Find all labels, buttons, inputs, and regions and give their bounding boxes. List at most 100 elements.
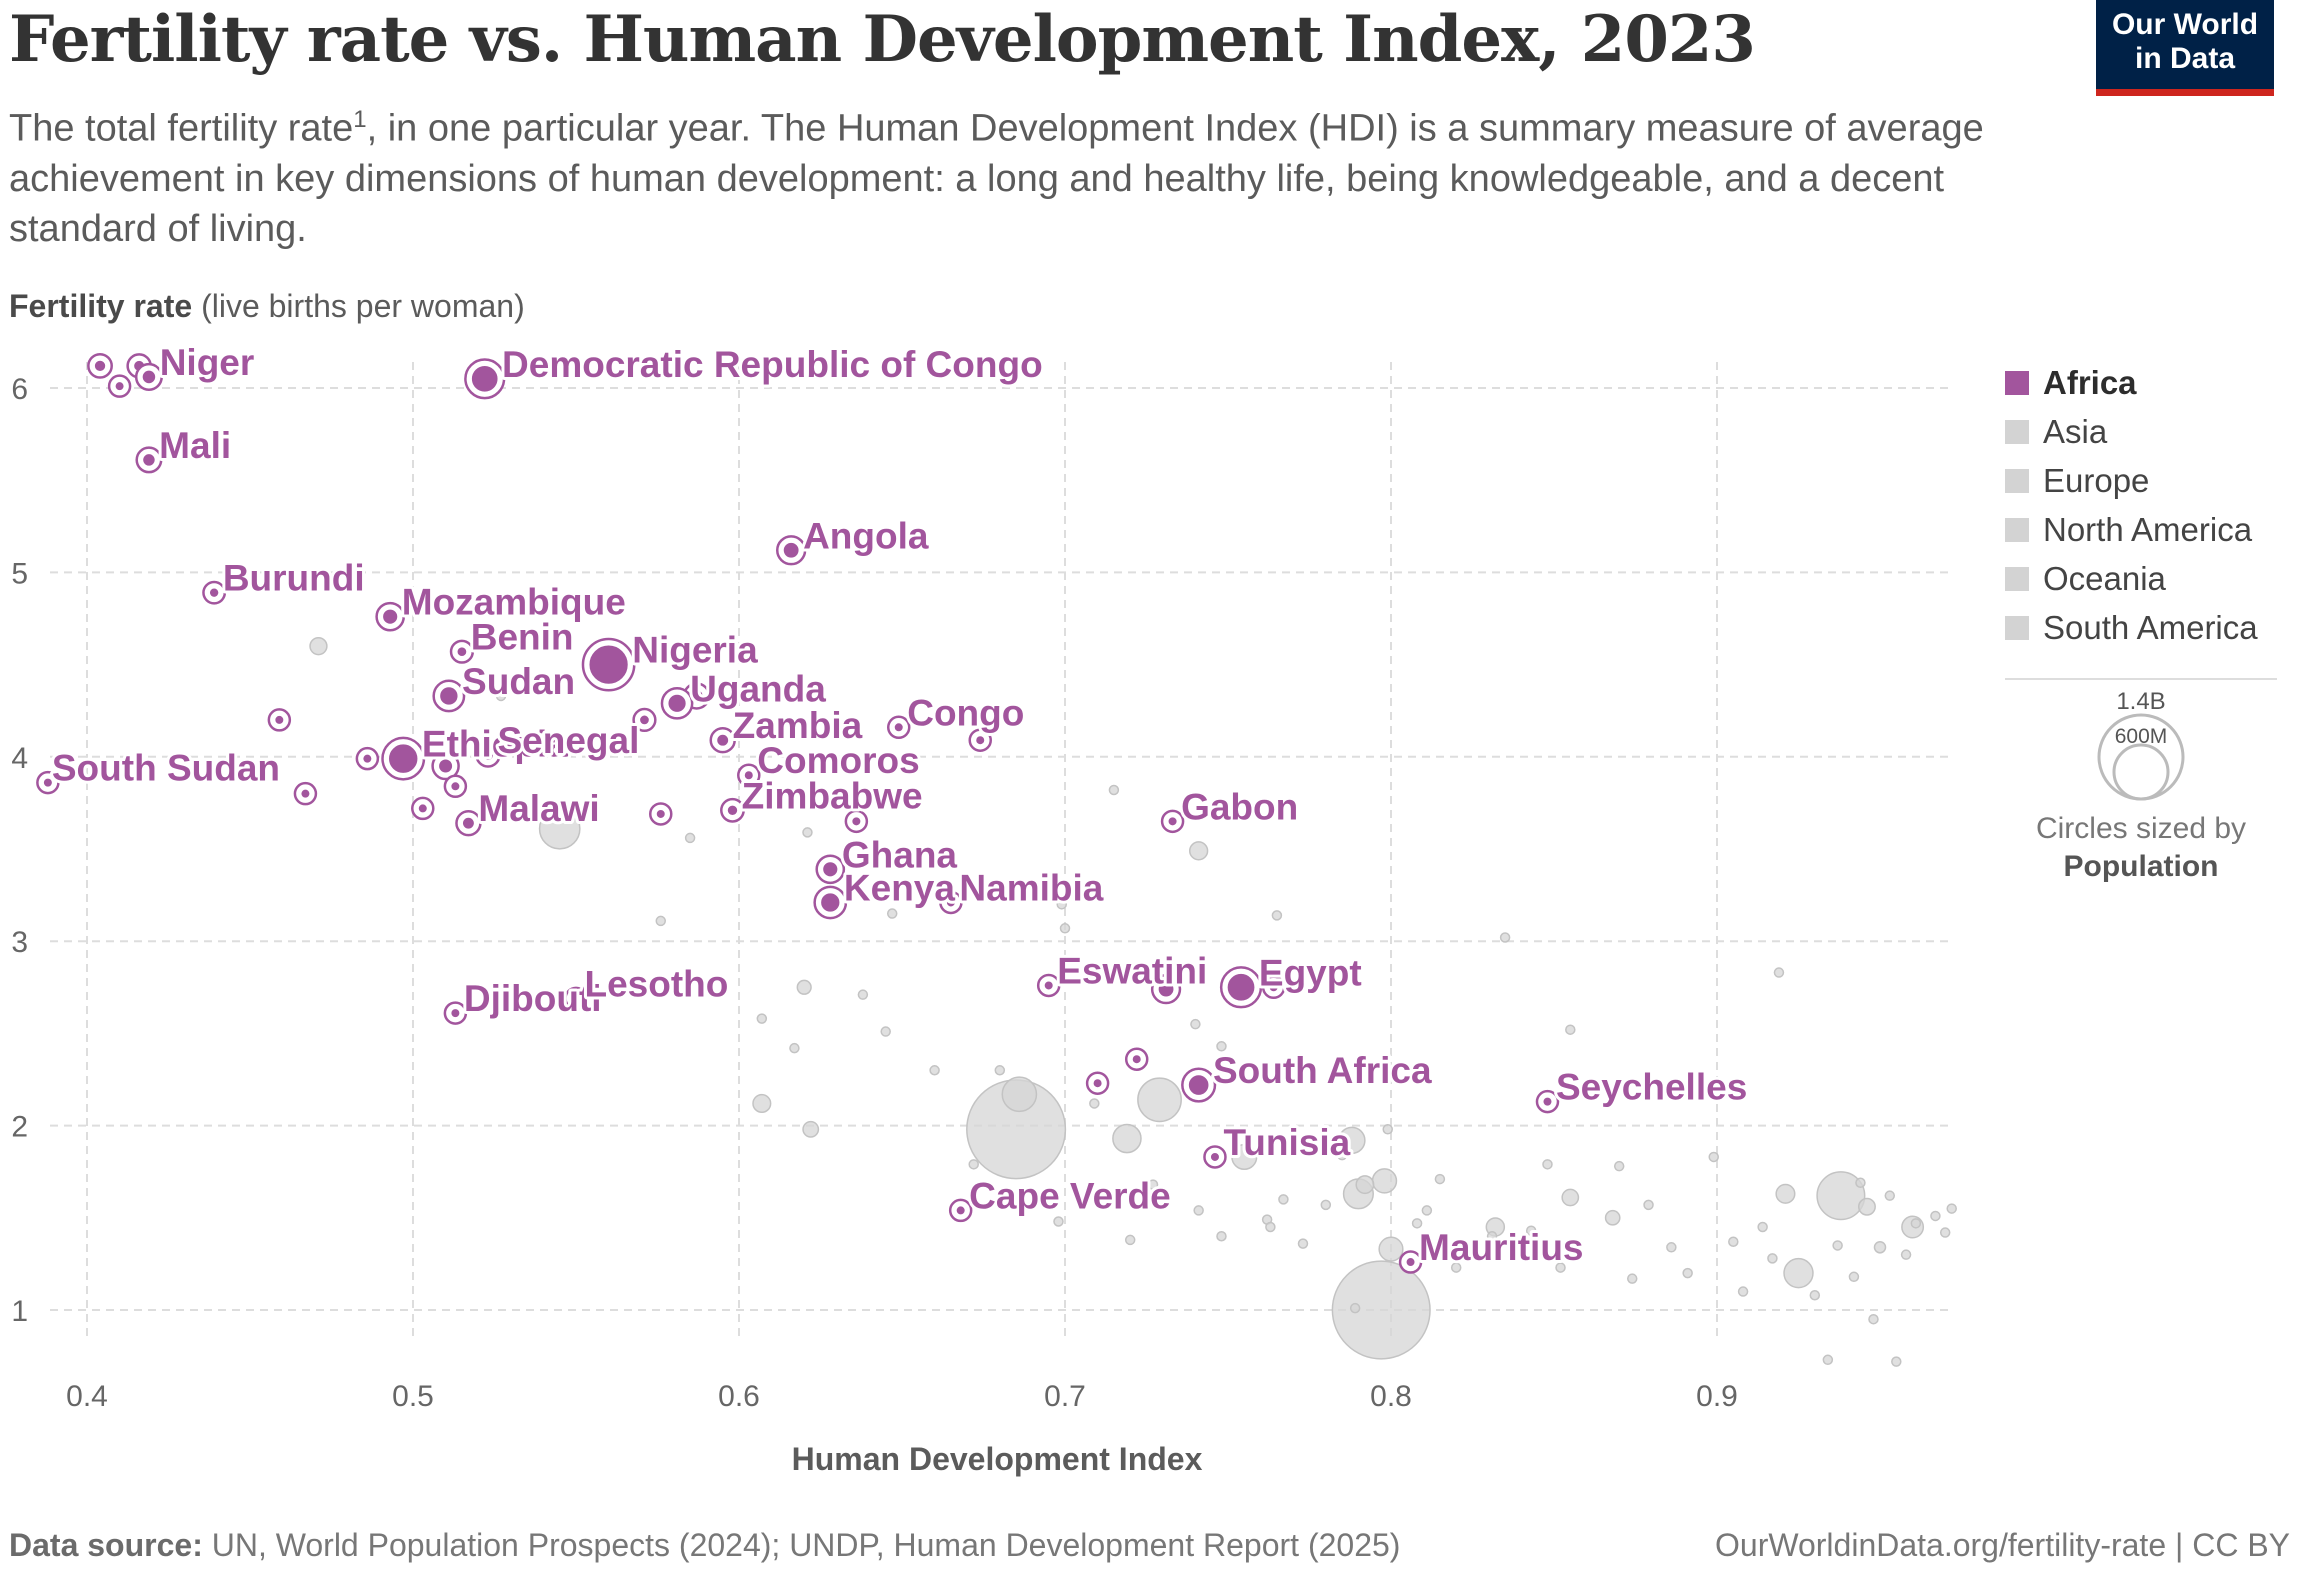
africa-point-ghana bbox=[822, 861, 839, 878]
legend-label: Europe bbox=[2043, 461, 2150, 499]
africa-point-ethiopia bbox=[388, 743, 419, 774]
logo-line-1: Our World bbox=[2111, 8, 2259, 41]
other-region-point bbox=[1147, 1179, 1159, 1190]
legend-item-asia[interactable]: Asia bbox=[2005, 407, 2295, 456]
other-region-point bbox=[1930, 1210, 1941, 1222]
other-region-point bbox=[538, 807, 581, 850]
other-region-point bbox=[1910, 1218, 1922, 1229]
legend-item-north-america[interactable]: North America bbox=[2005, 505, 2295, 554]
x-tick-label: 0.9 bbox=[1696, 1380, 1738, 1413]
chart-subtitle: The total fertility rate1, in one partic… bbox=[9, 95, 2019, 254]
y-axis-label-unit: (live births per woman) bbox=[192, 288, 525, 324]
other-region-point bbox=[1708, 1151, 1719, 1163]
source-text[interactable]: UN, World Population Prospects (2024); U… bbox=[202, 1527, 1401, 1563]
other-region-point bbox=[994, 1065, 1006, 1076]
country-label: Kenya bbox=[844, 867, 955, 908]
chart-credit-link[interactable]: OurWorldinData.org/fertility-rate | CC B… bbox=[1715, 1527, 2290, 1563]
africa-point-nigeria bbox=[588, 644, 629, 685]
africa-point-lesotho bbox=[571, 993, 581, 1004]
other-region-point bbox=[1255, 1068, 1266, 1080]
subtitle-text-rest: , in one particular year. The Human Deve… bbox=[9, 107, 1984, 250]
legend-label: Oceania bbox=[2043, 559, 2166, 597]
other-region-point bbox=[1320, 1199, 1332, 1211]
africa-points bbox=[36, 352, 1560, 1274]
africa-point bbox=[417, 803, 428, 814]
country-label: Comoros bbox=[757, 740, 919, 781]
country-label: Angola bbox=[803, 515, 929, 556]
other-region-point bbox=[1001, 1076, 1038, 1113]
other-region-point bbox=[1939, 1227, 1951, 1238]
other-region-point bbox=[1868, 1313, 1879, 1325]
other-region-point bbox=[1371, 1168, 1398, 1194]
other-region-point bbox=[1946, 1203, 1957, 1214]
legend-divider bbox=[2005, 678, 2277, 680]
africa-point-benin bbox=[456, 646, 468, 658]
africa-point-seychelles bbox=[1542, 1096, 1553, 1107]
legend-item-south-america[interactable]: South America bbox=[2005, 603, 2295, 652]
africa-point-senegal bbox=[481, 748, 494, 761]
country-label: Djibouti bbox=[464, 978, 602, 1019]
size-caption-text: Circles sized by bbox=[2035, 812, 2247, 845]
other-region-point bbox=[886, 908, 898, 919]
africa-point-namibia bbox=[945, 897, 956, 908]
country-label: Burundi bbox=[223, 558, 365, 599]
africa-point-niger bbox=[141, 369, 157, 385]
other-region-point bbox=[1137, 1077, 1182, 1123]
legend-swatch bbox=[2005, 566, 2029, 591]
other-region-point bbox=[1336, 1149, 1348, 1161]
other-region-point bbox=[1767, 1253, 1778, 1264]
other-region-point bbox=[789, 1042, 800, 1054]
africa-point-south-africa bbox=[1187, 1074, 1210, 1096]
other-region-point bbox=[1349, 1302, 1361, 1314]
size-caption-variable[interactable]: Population bbox=[2063, 850, 2219, 883]
africa-point-south-sudan bbox=[42, 777, 53, 788]
africa-point bbox=[438, 758, 454, 774]
x-tick-label: 0.4 bbox=[66, 1380, 108, 1413]
other-region-point bbox=[1525, 1225, 1537, 1236]
other-region-point bbox=[1271, 910, 1283, 921]
scatter-chart: 1 2 3 4 5 6 0.4 0.5 0.6 0.7 0.8 0.9 Niger Mali Democr… bbox=[11, 341, 1957, 1477]
other-region-point bbox=[1216, 1230, 1227, 1242]
other-region-point bbox=[1231, 1143, 1258, 1171]
other-region-point bbox=[1450, 1262, 1462, 1273]
legend-item-europe[interactable]: Europe bbox=[2005, 456, 2295, 505]
x-tick-label: 0.8 bbox=[1370, 1380, 1412, 1413]
other-region-point bbox=[796, 979, 812, 995]
country-label: Nigeria bbox=[632, 630, 758, 671]
africa-point-djibouti bbox=[450, 1008, 461, 1019]
africa-point-burundi bbox=[208, 587, 220, 598]
y-tick-label: 1 bbox=[11, 1295, 28, 1328]
other-region-point bbox=[1757, 1221, 1768, 1233]
other-region-point bbox=[1900, 1249, 1912, 1260]
other-region-point bbox=[1297, 1238, 1309, 1249]
legend-swatch bbox=[2005, 370, 2029, 395]
other-region-point bbox=[1728, 1236, 1739, 1248]
other-region-point bbox=[655, 915, 667, 927]
other-region-point bbox=[1124, 1234, 1136, 1246]
legend-item-africa[interactable]: Africa bbox=[2005, 358, 2295, 407]
other-region-point bbox=[1565, 1024, 1576, 1035]
other-region-point bbox=[880, 1026, 891, 1037]
other-region-point bbox=[1613, 1160, 1625, 1172]
country-label: Congo bbox=[907, 692, 1024, 733]
country-label: Benin bbox=[471, 617, 574, 658]
country-label: Lesotho bbox=[585, 963, 729, 1004]
size-legend-small-circle bbox=[2112, 743, 2170, 801]
other-region-point bbox=[802, 827, 813, 838]
country-label: Eswatini bbox=[1057, 950, 1207, 991]
other-region-point bbox=[802, 1120, 820, 1138]
africa-point bbox=[300, 788, 311, 799]
africa-point bbox=[1092, 1078, 1103, 1089]
other-region-point bbox=[1278, 1194, 1289, 1205]
other-region-point bbox=[1855, 1177, 1866, 1189]
other-region-point bbox=[1891, 1356, 1902, 1367]
country-label: Niger bbox=[160, 342, 255, 383]
legend-swatch bbox=[2005, 419, 2029, 444]
legend-item-oceania[interactable]: Oceania bbox=[2005, 554, 2295, 603]
owid-logo[interactable]: Our World in Data bbox=[2096, 0, 2274, 96]
footnote-marker[interactable]: 1 bbox=[353, 106, 367, 133]
country-label: Gabon bbox=[1181, 786, 1298, 827]
legend-label: Asia bbox=[2043, 412, 2108, 450]
country-label: Seychelles bbox=[1556, 1067, 1747, 1108]
other-region-point bbox=[1486, 1230, 1498, 1242]
